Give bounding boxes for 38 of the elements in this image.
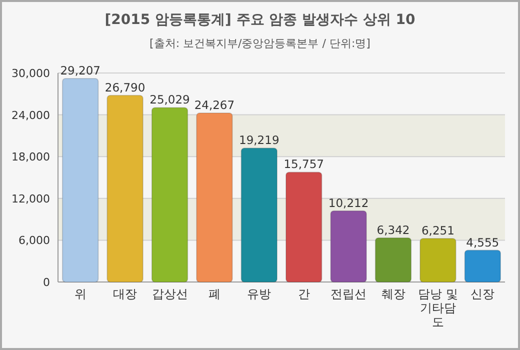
- data-label: 19,219: [239, 133, 280, 148]
- x-tick-label: 폐: [208, 287, 220, 301]
- data-label: 25,029: [150, 92, 190, 107]
- bar: [464, 250, 502, 282]
- x-tick-label: 위: [74, 287, 86, 301]
- data-label: 4,555: [466, 235, 500, 250]
- x-tick-label: 전립선: [330, 287, 367, 301]
- bar: [285, 172, 322, 282]
- x-tick-label: 유방: [247, 287, 272, 301]
- x-tick-label: 간: [298, 287, 310, 301]
- bar: [330, 210, 367, 282]
- y-tick-label: 24,000: [12, 108, 50, 122]
- x-tick-label: 대장: [113, 287, 138, 301]
- chart-subtitle: [출처: 보건복지부/중앙암등록본부 / 단위:명]: [150, 37, 370, 50]
- data-label: 26,790: [104, 80, 146, 94]
- bar: [62, 78, 99, 282]
- y-tick-label: 0: [43, 276, 50, 289]
- data-label: 15,757: [284, 157, 324, 172]
- data-label: 6,251: [421, 223, 454, 238]
- chart-title: [2015 암등록통계] 주요 암종 발생자수 상위 10: [104, 12, 416, 28]
- x-tick-label: 췌장: [381, 287, 406, 301]
- x-tick-label: 신장: [470, 287, 495, 301]
- data-label: 10,212: [328, 196, 369, 210]
- y-tick-label: 6,000: [18, 234, 50, 248]
- bar: [151, 107, 188, 282]
- bar: [196, 112, 233, 282]
- x-tick-label: 갑상선: [152, 287, 188, 301]
- bar: [106, 94, 144, 282]
- bar: [240, 148, 278, 282]
- data-label: 24,267: [194, 98, 235, 112]
- data-label: 29,207: [60, 64, 100, 78]
- y-tick-label: 18,000: [12, 150, 50, 164]
- y-tick-label: 30,000: [12, 67, 50, 80]
- bar: [374, 237, 412, 282]
- y-tick-label: 12,000: [12, 192, 50, 206]
- data-label: 6,342: [376, 222, 410, 237]
- x-tick-label: 담낭 및 기타담도: [418, 287, 458, 329]
- bar: [420, 238, 456, 282]
